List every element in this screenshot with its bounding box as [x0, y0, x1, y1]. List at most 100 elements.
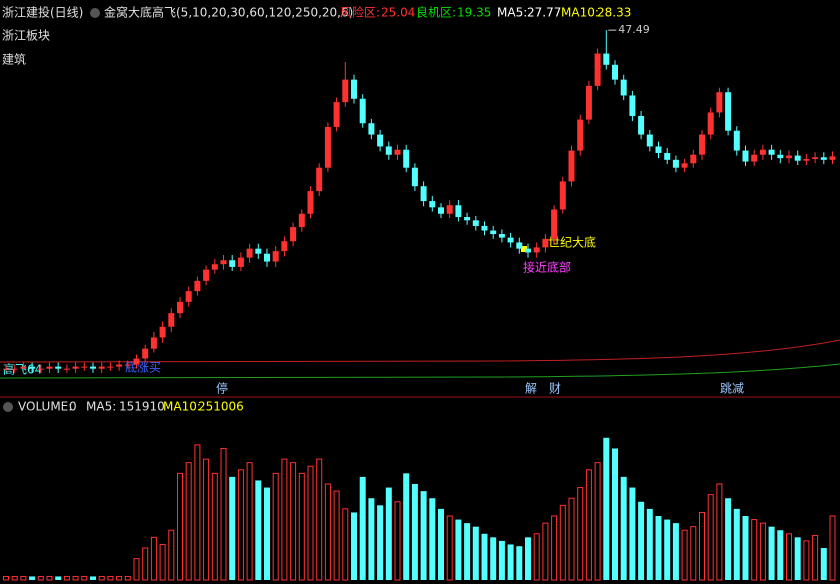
candle-body — [490, 230, 497, 235]
volume-bar — [307, 465, 314, 581]
volume-bar — [411, 484, 418, 580]
volume-bar — [516, 546, 523, 580]
candle-body — [672, 159, 679, 168]
candle-body — [194, 280, 201, 292]
volume-bar — [829, 515, 836, 581]
volume-bar — [194, 444, 201, 581]
volume-bar — [690, 526, 697, 581]
volume-bar — [272, 472, 279, 581]
indicator-value: 251006 — [198, 400, 244, 414]
volume-bar — [533, 533, 540, 581]
volume-bar — [794, 537, 801, 580]
volume-bar — [63, 575, 70, 581]
event-marker[interactable]: 解 — [525, 382, 537, 396]
volume-bar — [559, 504, 566, 581]
candle-body — [142, 348, 149, 359]
candle-body — [777, 154, 784, 159]
indicator-name: 金窝大底高飞(5,10,20,30,60,120,250,20,6) — [104, 5, 353, 20]
candle-body — [81, 366, 88, 368]
volume-bar — [98, 575, 105, 581]
volume-bar — [446, 515, 453, 581]
volume-bar — [20, 575, 27, 581]
volume-bar — [351, 512, 357, 580]
candle-body — [3, 368, 9, 370]
volume-bar — [316, 458, 323, 581]
volume-bar — [768, 526, 775, 580]
volume-bar — [11, 575, 18, 581]
annotation: 底涨买 — [125, 360, 161, 375]
candle-body — [124, 364, 131, 366]
volume-bar — [472, 526, 479, 580]
candle-body — [272, 251, 279, 262]
industry: 建筑 — [2, 52, 26, 67]
volume-bar — [342, 508, 349, 581]
candle-body — [359, 98, 366, 124]
volume-bar — [420, 491, 427, 580]
volume-bar — [707, 494, 714, 581]
indicator-value: 25.04 — [381, 6, 415, 20]
event-marker[interactable]: 财 — [549, 382, 561, 396]
volume-bar — [229, 476, 236, 580]
volume-bar — [812, 535, 819, 581]
band-line — [0, 339, 840, 363]
volume-bar — [672, 523, 679, 580]
candle-body — [655, 146, 662, 154]
volume-bar — [211, 472, 218, 581]
indicator-value: 28.33 — [597, 6, 631, 20]
candle-body — [264, 253, 270, 262]
candle-body — [759, 149, 766, 155]
menu-icon[interactable] — [90, 8, 100, 18]
volume-bar — [638, 501, 645, 580]
volume-bar — [507, 544, 514, 580]
candle-body — [220, 260, 227, 265]
candle-body — [377, 134, 384, 147]
candle-body — [707, 112, 714, 135]
candle-body — [768, 149, 775, 155]
candle-body — [455, 205, 462, 218]
indicator-value: 0 — [69, 400, 77, 414]
volume-bar — [655, 516, 662, 580]
volume-bar — [777, 530, 784, 580]
volume-bar — [429, 498, 436, 580]
candle-body — [786, 155, 792, 159]
volume-bar — [394, 501, 401, 581]
volume-bar — [29, 576, 36, 580]
volume-bar — [90, 576, 96, 580]
volume-bar — [681, 529, 688, 581]
candle-body — [298, 213, 305, 228]
menu-icon[interactable] — [3, 402, 13, 412]
candle-body — [290, 227, 297, 242]
indicator-label: 风险区: — [340, 5, 380, 20]
volume-bar — [3, 575, 9, 581]
event-marker[interactable]: 跳减 — [720, 382, 744, 396]
candle-body — [577, 119, 584, 151]
candle-body — [107, 366, 114, 368]
volume-bar — [168, 529, 175, 581]
volume-bar — [107, 575, 114, 581]
band-line — [0, 363, 840, 379]
volume-bar — [159, 543, 166, 581]
candle-body — [829, 156, 836, 160]
candle-body — [281, 241, 288, 252]
indicator-label: VOLUME: — [18, 400, 72, 414]
candle-body — [116, 364, 123, 367]
volume-bar — [759, 522, 766, 581]
candle-body — [411, 167, 418, 187]
volume-bar — [133, 558, 140, 581]
candle-body — [255, 248, 262, 254]
volume-bar — [612, 448, 618, 580]
volume-bar — [55, 576, 62, 580]
volume-bar — [142, 547, 149, 581]
candle-body — [55, 366, 62, 369]
candle-body — [812, 157, 819, 159]
candle-body — [603, 53, 610, 65]
event-marker[interactable]: 停 — [216, 381, 228, 396]
indicator-value: 27.77 — [527, 6, 561, 20]
candle-body — [46, 366, 53, 369]
candle-body — [20, 366, 27, 369]
candle-body — [333, 102, 340, 127]
candle-body — [429, 201, 436, 208]
candle-body — [446, 205, 453, 214]
candle-body — [585, 85, 592, 120]
volume-bar — [646, 508, 653, 580]
